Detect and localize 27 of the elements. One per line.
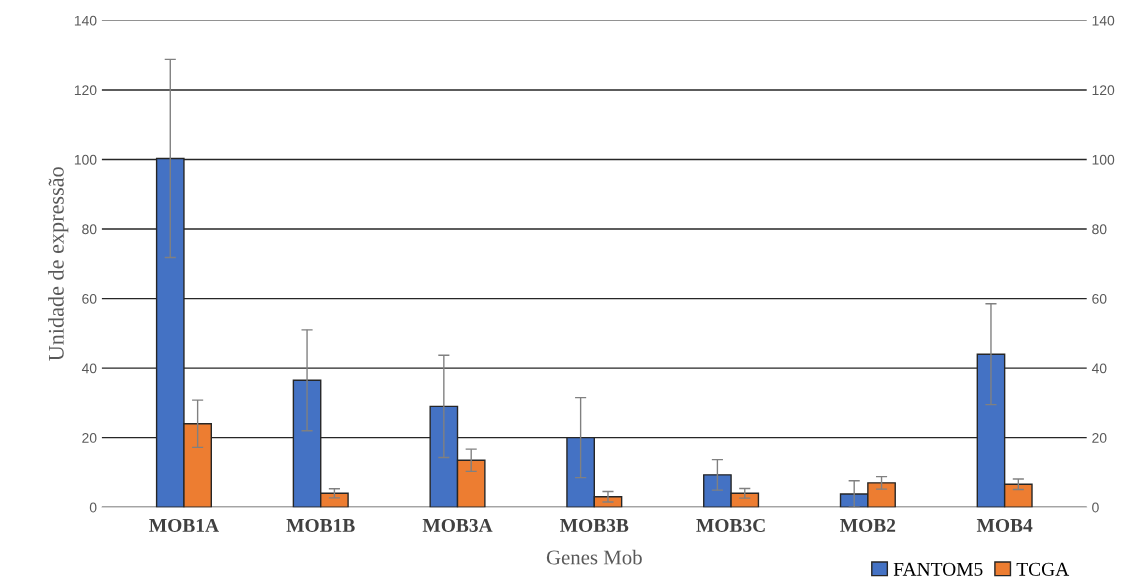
y-tick-label: 80 <box>82 224 97 235</box>
y2-tick-label: 80 <box>1092 224 1107 235</box>
y2-tick-label: 120 <box>1092 85 1115 96</box>
y2-tick-label: 140 <box>1092 15 1115 26</box>
y-tick-label: 120 <box>74 85 97 96</box>
x-tick-label: MOB3C <box>696 518 765 533</box>
y2-tick-label: 40 <box>1091 363 1107 374</box>
y2-tick-label: 60 <box>1092 293 1107 304</box>
legend-label: FANTOM5 <box>893 562 983 576</box>
x-tick-label: MOB3B <box>560 518 629 533</box>
x-tick-label: MOB3A <box>422 518 493 533</box>
y-tick-label: 60 <box>82 293 97 304</box>
x-tick-label: MOB1B <box>286 518 355 533</box>
y-tick-label: 20 <box>82 433 97 443</box>
y-tick-label: 140 <box>74 15 97 26</box>
x-tick-label: MOB2 <box>840 518 896 533</box>
y-tick-label: 100 <box>74 154 97 165</box>
x-axis-title: Genes Mob <box>546 549 642 565</box>
y2-tick-label: 20 <box>1092 433 1107 443</box>
y-axis-title: Unidade de expressão <box>48 167 69 361</box>
y-tick-label: 40 <box>81 363 97 374</box>
y2-tick-label: 100 <box>1092 154 1115 165</box>
x-tick-label: MOB4 <box>976 518 1033 533</box>
legend-label: TCGA <box>1016 562 1070 576</box>
y2-tick-label: 0 <box>1092 502 1099 513</box>
x-tick-label: MOB1A <box>149 518 219 533</box>
y-tick-label: 0 <box>89 502 97 513</box>
